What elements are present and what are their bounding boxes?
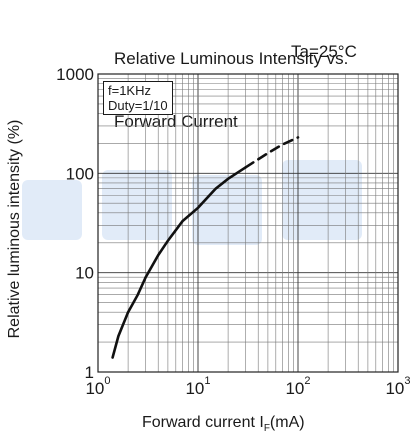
x-axis-label-unit: (mA) [269,414,305,431]
intensity-curve [111,166,247,359]
x-tick-label: 100 [85,375,110,398]
watermark-shapes [22,160,362,245]
x-tick-exponent: 0 [104,375,110,387]
y-tick-label: 100 [66,164,94,183]
y-axis-label: Relative luminous intensity (%) [6,119,23,339]
y-axis-label-box: Relative luminous intensity (%) [2,86,28,372]
test-conditions-box: f=1KHz Duty=1/10 [103,81,173,115]
x-tick-label: 103 [385,375,410,398]
x-tick-label: 101 [185,375,210,398]
chart-title: Relative Luminous Intensity vs. Forward … [114,6,348,153]
chart-title-line: Relative Luminous Intensity vs. [114,49,349,68]
x-axis-label: Forward current IF(mA) [142,414,305,434]
intensity-curve-extrapolated [244,136,300,169]
y-tick-label: 1000 [56,65,94,84]
chart-title-line: Forward Current [114,112,238,131]
frequency-condition: f=1KHz [108,83,151,98]
x-tick-base: 10 [85,379,104,398]
x-axis-label-text: Forward current I [142,414,264,431]
x-tick-base: 10 [285,379,304,398]
temperature-condition: Ta=25°C [291,42,357,61]
x-axis-label-subscript: F [263,423,270,435]
x-tick-label: 102 [285,375,310,398]
y-tick-label: 1 [85,363,94,382]
watermark-logo [22,160,362,245]
x-tick-base: 10 [185,379,204,398]
x-tick-exponent: 2 [304,375,310,387]
y-tick-label: 10 [75,264,94,283]
x-tick-exponent: 1 [204,375,210,387]
x-tick-exponent: 3 [404,375,410,387]
duty-condition: Duty=1/10 [108,98,168,113]
plot-frame [97,73,399,373]
x-tick-base: 10 [385,379,404,398]
